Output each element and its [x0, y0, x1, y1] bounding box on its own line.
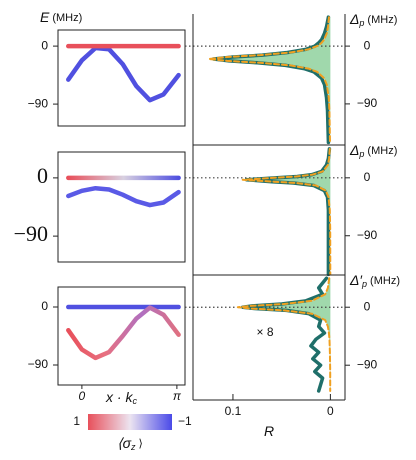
label-main: x · k [105, 389, 133, 405]
band-line [66, 185, 181, 208]
axis-label: Δp (MHz) [349, 142, 397, 160]
label-sub: z [130, 442, 136, 452]
y-tick-label: −90 [28, 357, 49, 371]
colorbar [88, 414, 172, 430]
data-line [211, 15, 331, 145]
band-line [66, 305, 181, 361]
data-line [244, 147, 332, 277]
y-tick-label: 0 [37, 163, 48, 188]
label-sub: p [358, 149, 364, 159]
axis-label: ⟨σz ⟩ [117, 435, 143, 453]
colorbar-tick-label: 1 [73, 414, 80, 428]
y-tick-label: −90 [14, 221, 48, 246]
axis-label: Δ′p (MHz) [349, 272, 400, 290]
x-tick-label: π [173, 389, 182, 403]
label-main: ⟨σ [117, 435, 131, 451]
theory-line [236, 277, 332, 392]
panel-frame [57, 286, 186, 386]
data-line [240, 276, 329, 393]
theory-line [207, 16, 331, 144]
panel-frame [57, 151, 186, 263]
y-tick-label: 0 [41, 299, 48, 313]
x-tick-label: 0.1 [225, 404, 242, 418]
label-unit: (MHz) [370, 275, 400, 287]
label-main: Δ [349, 142, 359, 158]
annotation: × 8 [256, 325, 273, 339]
label-unit: ⟩ [139, 438, 143, 450]
axis-label: Δp (MHz) [349, 11, 397, 29]
y-tick-label: 0 [41, 38, 48, 52]
y-tick-label: −90 [357, 357, 378, 371]
axis-label: x · kc [105, 389, 137, 407]
label-sub: p [358, 18, 364, 28]
y-tick-label: 0 [364, 170, 371, 184]
x-tick-label: 0 [327, 404, 334, 418]
label-main: E [40, 9, 50, 25]
panel-frame [57, 29, 186, 127]
label-main: Δ [349, 11, 359, 27]
label-unit: (MHz) [52, 12, 82, 24]
y-tick-label: −90 [357, 96, 378, 110]
band-line [66, 45, 181, 103]
y-tick-label: −90 [28, 96, 49, 110]
y-tick-label: −90 [357, 228, 378, 242]
colorbar-tick-label: −1 [178, 414, 192, 428]
label-unit: (MHz) [367, 14, 397, 26]
x-tick-label: 0 [79, 389, 86, 403]
label-sub: c [132, 396, 137, 406]
label-sub: p [361, 279, 367, 289]
y-tick-label: 0 [364, 299, 371, 313]
area-fill [208, 17, 331, 143]
label-main: R [264, 423, 274, 439]
label-main: Δ′ [349, 272, 363, 288]
area-fill [242, 148, 331, 275]
y-tick-label: 0 [364, 38, 371, 52]
axis-label: R [264, 423, 274, 439]
theory-line [241, 147, 332, 276]
label-unit: (MHz) [367, 145, 397, 157]
axis-label: E (MHz) [40, 9, 82, 25]
